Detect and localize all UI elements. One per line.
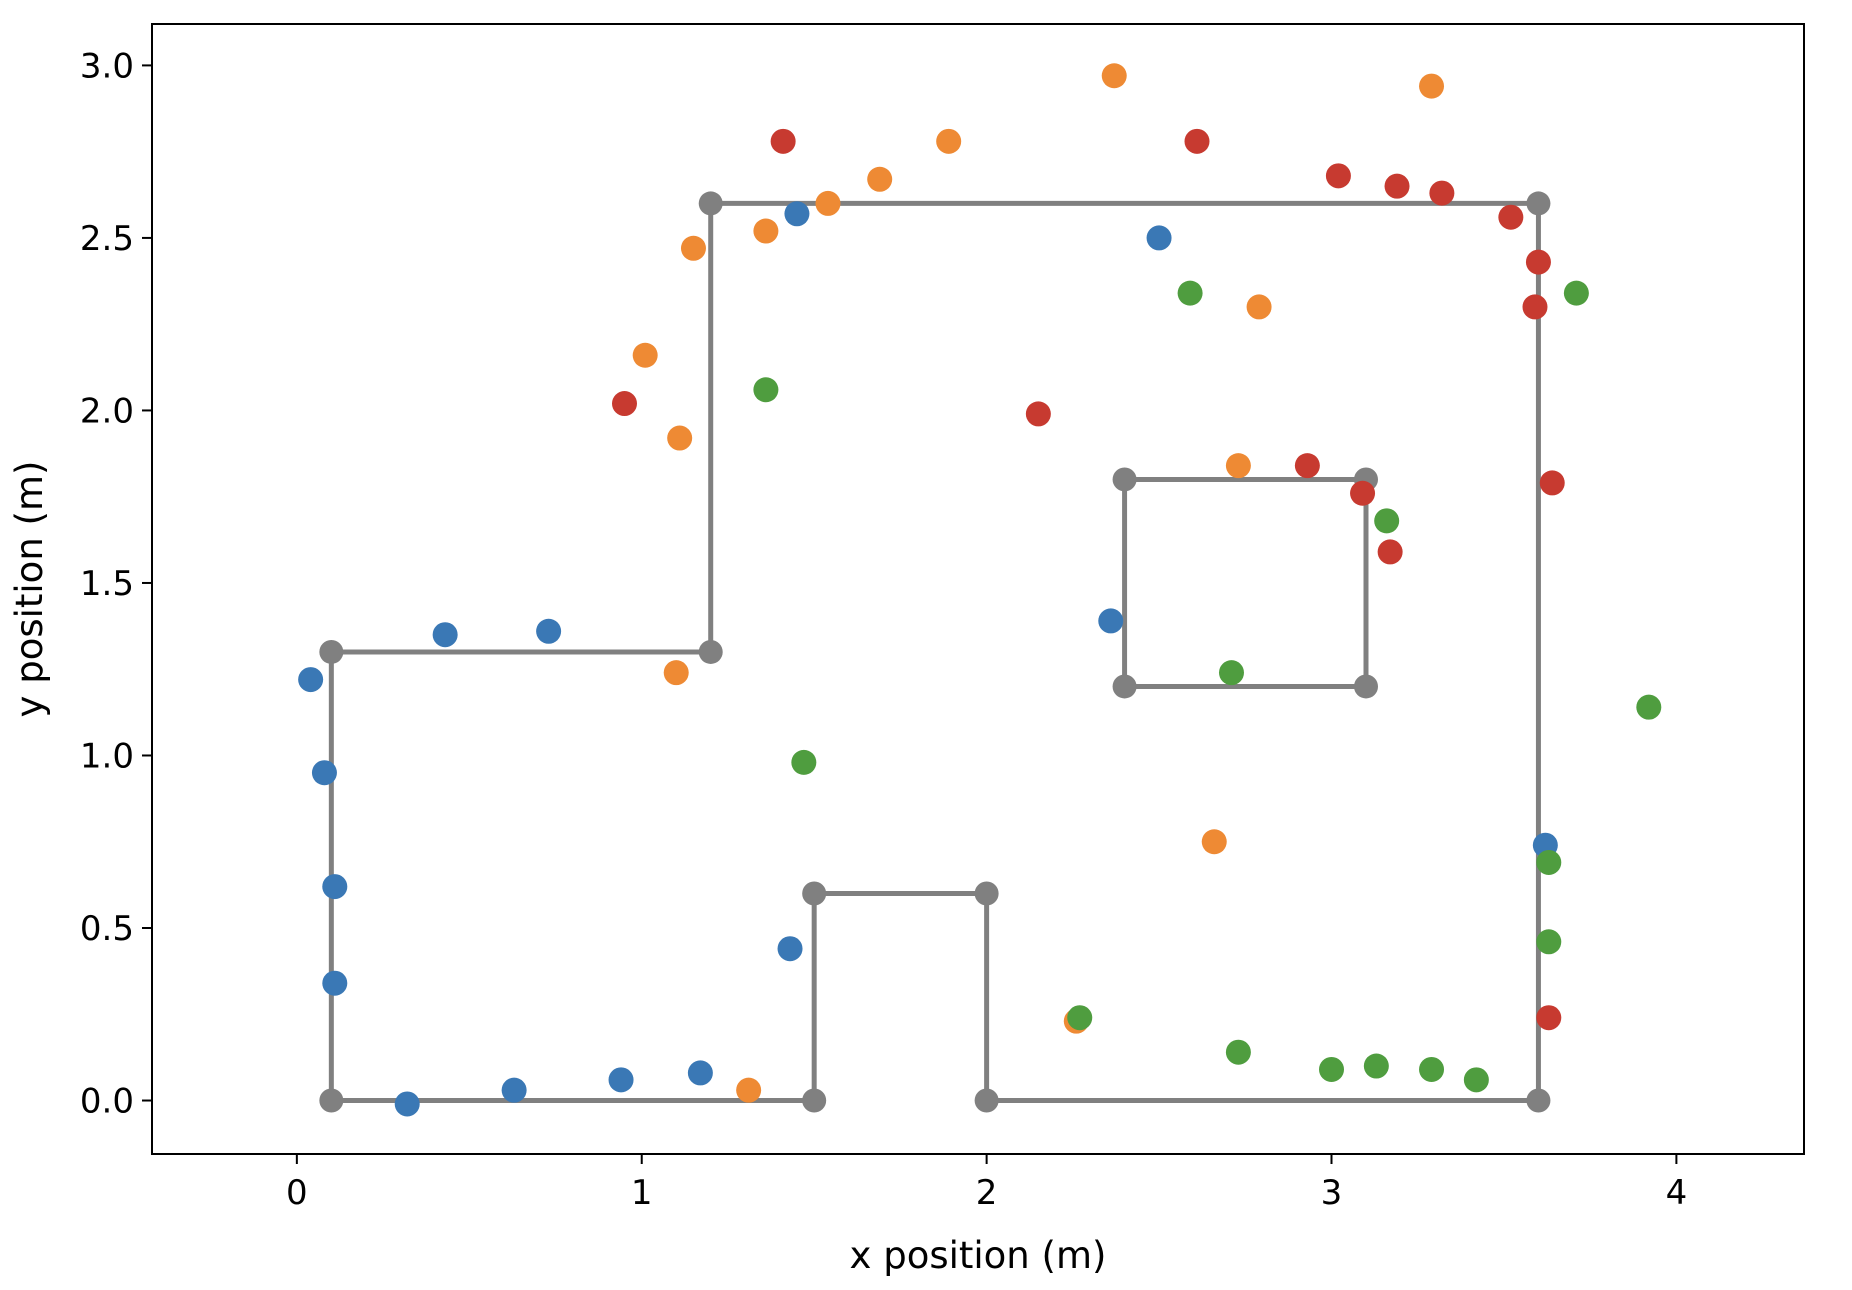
data-point — [770, 128, 796, 154]
data-point — [753, 218, 779, 244]
data-point — [791, 749, 817, 775]
room-walls — [319, 191, 1551, 1113]
data-point — [501, 1077, 527, 1103]
data-point — [1201, 829, 1227, 855]
y-tick-label: 2.0 — [80, 391, 134, 431]
data-points — [298, 63, 1662, 1117]
data-point — [1025, 401, 1051, 427]
wall-vertex — [802, 1088, 827, 1113]
data-point — [536, 618, 562, 644]
y-axis-ticks: 0.0 0.5 1.0 1.5 2.0 2.5 3.0 — [80, 46, 152, 1122]
data-point — [394, 1091, 420, 1117]
data-point — [1536, 929, 1562, 955]
y-axis-label: y position (m) — [8, 461, 51, 718]
data-point — [1636, 694, 1662, 720]
data-point — [1429, 180, 1455, 206]
data-point — [298, 667, 324, 693]
wall-vertex — [1353, 674, 1378, 699]
data-point — [322, 970, 348, 996]
data-point — [1225, 1039, 1251, 1065]
wall-vertex — [319, 639, 344, 664]
data-point — [608, 1067, 634, 1093]
wall-vertex — [319, 1088, 344, 1113]
data-point — [1350, 480, 1376, 506]
data-point — [1218, 660, 1244, 686]
plot-area — [151, 23, 1805, 1155]
data-point — [432, 622, 458, 648]
wall-vertex — [974, 881, 999, 906]
data-point — [667, 425, 693, 451]
y-tick-label: 0.0 — [80, 1082, 134, 1122]
x-tick-label: 3 — [1321, 1173, 1343, 1213]
data-point — [784, 201, 810, 227]
data-point — [753, 377, 779, 403]
y-tick-label: 2.5 — [80, 219, 134, 259]
data-point — [1377, 539, 1403, 565]
data-point — [632, 342, 658, 368]
data-point — [936, 128, 962, 154]
data-point — [663, 660, 689, 686]
y-tick-label: 3.0 — [80, 46, 134, 86]
data-point — [1536, 849, 1562, 875]
data-point — [1384, 173, 1410, 199]
wall-vertex — [698, 639, 723, 664]
wall-vertex — [1112, 467, 1137, 492]
x-tick-label: 4 — [1666, 1173, 1688, 1213]
data-point — [1563, 280, 1589, 306]
data-point — [1184, 128, 1210, 154]
data-point — [1374, 508, 1400, 534]
data-point — [1525, 249, 1551, 275]
data-point — [1225, 453, 1251, 479]
data-point — [1294, 453, 1320, 479]
x-tick-label: 0 — [286, 1173, 308, 1213]
wall-vertex — [1526, 191, 1551, 216]
data-point — [1101, 63, 1127, 89]
data-point — [1536, 1005, 1562, 1031]
wall-vertex — [802, 881, 827, 906]
wall-vertex — [974, 1088, 999, 1113]
x-tick-label: 2 — [976, 1173, 998, 1213]
x-tick-label: 1 — [631, 1173, 653, 1213]
data-point — [1146, 225, 1172, 251]
wall-vertex — [1112, 674, 1137, 699]
data-point — [1463, 1067, 1489, 1093]
data-point — [867, 166, 893, 192]
wall-vertex — [1526, 1088, 1551, 1113]
y-tick-label: 1.5 — [80, 564, 134, 604]
data-point — [1419, 1056, 1445, 1082]
data-point — [1522, 294, 1548, 320]
data-point — [322, 874, 348, 900]
wall-vertex — [698, 191, 723, 216]
data-point — [1067, 1005, 1093, 1031]
data-point — [777, 936, 803, 962]
data-point — [687, 1060, 713, 1086]
x-axis-ticks: 0 1 2 3 4 — [286, 1154, 1687, 1213]
y-tick-label: 0.5 — [80, 909, 134, 949]
data-point — [1325, 163, 1351, 189]
data-point — [815, 190, 841, 216]
data-point — [1363, 1053, 1389, 1079]
data-point — [311, 760, 337, 786]
data-point — [1246, 294, 1272, 320]
data-point — [1098, 608, 1124, 634]
data-point — [1419, 73, 1445, 99]
y-tick-label: 1.0 — [80, 736, 134, 776]
data-point — [1539, 470, 1565, 496]
data-point — [611, 391, 637, 417]
x-axis-label: x position (m) — [850, 1234, 1107, 1277]
data-point — [1177, 280, 1203, 306]
data-point — [1498, 204, 1524, 230]
data-point — [680, 235, 706, 261]
data-point — [736, 1077, 762, 1103]
data-point — [1319, 1056, 1345, 1082]
